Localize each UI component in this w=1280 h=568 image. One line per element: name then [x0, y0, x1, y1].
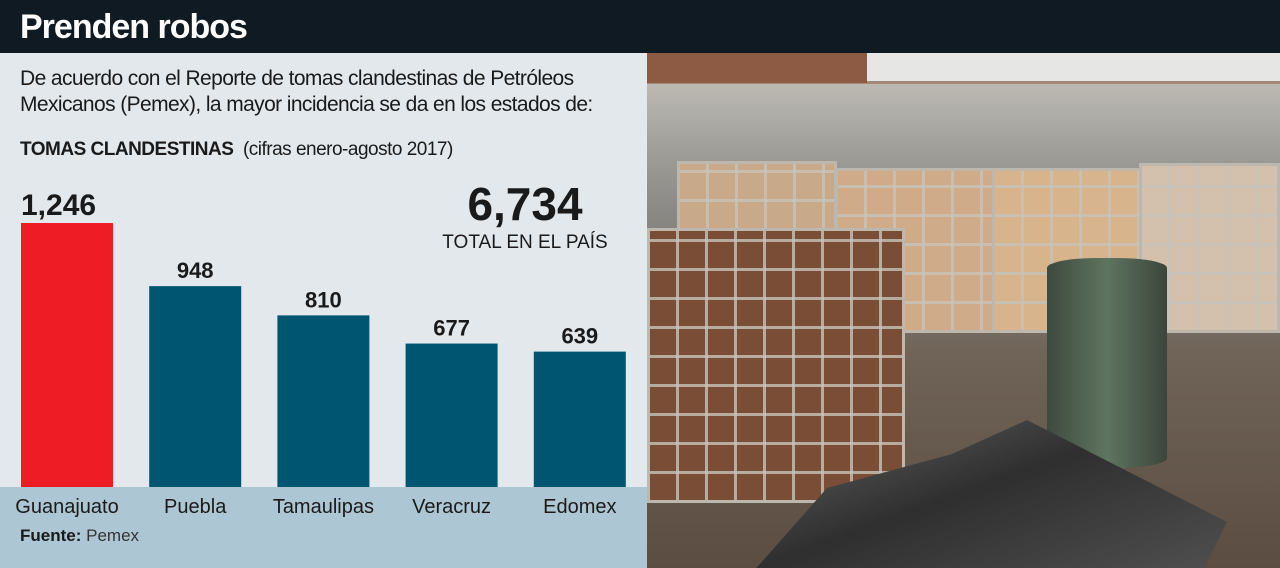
subtitle-note: (cifras enero-agosto 2017) [242, 139, 453, 160]
photo-tank [677, 161, 837, 231]
header-bar: Prenden robos [0, 0, 1280, 53]
subtitle-bold: TOMAS CLANDESTINAS [20, 139, 234, 160]
category-label: Tamaulipas [273, 496, 374, 518]
bar-tamaulipas [277, 315, 370, 487]
bar-value-label: 677 [433, 316, 470, 341]
photo-barrel [1047, 258, 1167, 468]
bar-puebla [149, 286, 242, 487]
source-value: Pemex [86, 526, 140, 545]
bar-value-label: 1,246 [21, 189, 96, 222]
source-note: Fuente: Pemex [20, 526, 139, 546]
category-label: Guanajuato [15, 496, 118, 518]
bar-value-label: 948 [177, 258, 214, 283]
photo-sky [867, 53, 1280, 81]
category-label: Veracruz [412, 496, 491, 518]
source-label: Fuente: [20, 526, 82, 545]
category-label: Puebla [164, 496, 227, 518]
page-title: Prenden robos [20, 8, 248, 46]
total-label: TOTAL EN EL PAÍS [442, 232, 608, 253]
bar-chart: 1,246 Guanajuato 948 Puebla 810 Tamaulipas 677… [15, 189, 626, 518]
bar-edomex [533, 351, 626, 487]
photo-fuel-containers [647, 53, 1280, 568]
category-label: Edomex [543, 496, 616, 518]
intro-text: De acuerdo con el Reporte de tomas cland… [20, 67, 593, 116]
bar-guanajuato [21, 223, 113, 487]
category-band [0, 487, 647, 568]
photo-brick-wall [647, 53, 867, 83]
bar-veracruz [405, 343, 498, 487]
chart-subtitle: TOMAS CLANDESTINAS (cifras enero-agosto … [20, 139, 453, 161]
photo-tank [647, 228, 905, 503]
bar-value-label: 810 [305, 287, 342, 312]
bar-value-label: 639 [561, 324, 598, 349]
total-value: 6,734 [467, 178, 583, 230]
total-box: 6,734 TOTAL EN EL PAÍS [420, 178, 630, 254]
